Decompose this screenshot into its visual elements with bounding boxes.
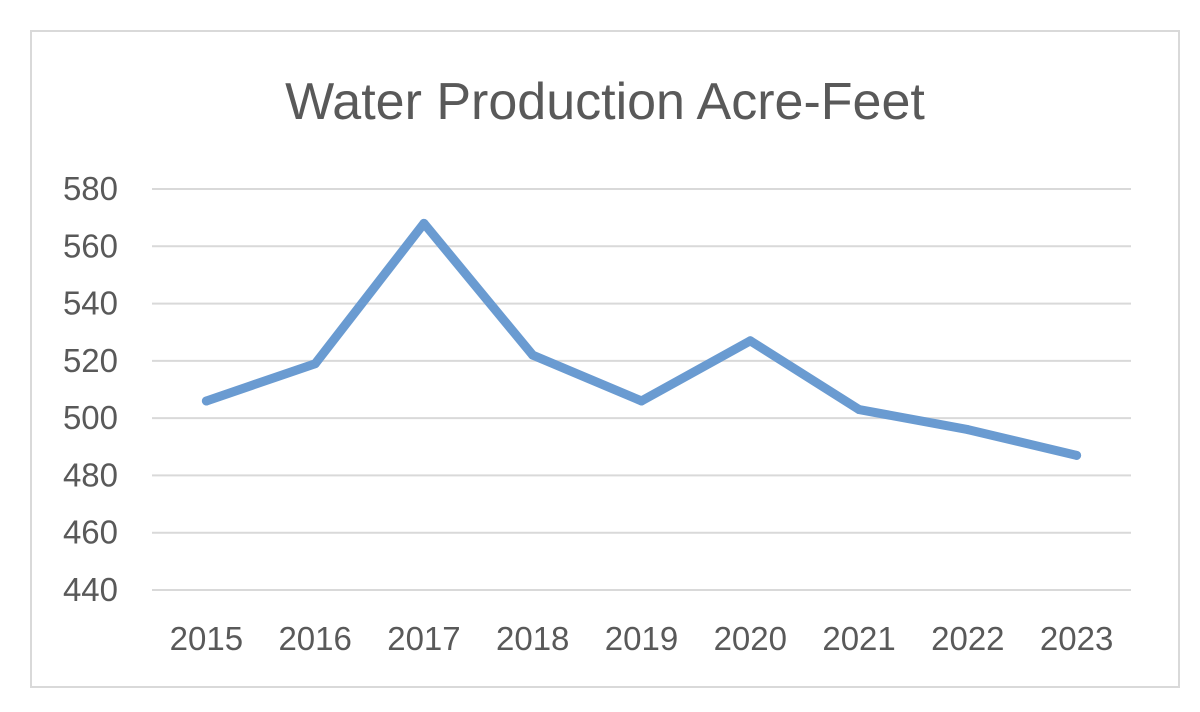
x-tick-label: 2022 [931, 620, 1004, 657]
x-tick-label: 2018 [496, 620, 569, 657]
y-tick-label: 460 [63, 514, 118, 551]
x-tick-label: 2015 [170, 620, 243, 657]
data-point [201, 396, 211, 406]
y-tick-label: 520 [63, 342, 118, 379]
chart-title: Water Production Acre-Feet [285, 73, 925, 131]
y-tick-label: 580 [63, 170, 118, 207]
data-point [637, 396, 646, 406]
data-point [1072, 450, 1082, 460]
series-layer [201, 218, 1082, 460]
x-tick-label: 2017 [387, 620, 460, 657]
y-axis-tick-labels: 440 460 480 500 520 540 560 580 [63, 170, 118, 608]
gridlines [152, 188, 1131, 591]
data-point [310, 359, 320, 369]
x-tick-label: 2019 [605, 620, 678, 657]
series-line [201, 218, 1082, 460]
y-tick-label: 500 [63, 399, 118, 436]
x-tick-label: 2021 [822, 620, 895, 657]
data-point [963, 425, 973, 435]
chart-frame [30, 30, 1180, 688]
data-point [854, 405, 864, 415]
y-tick-label: 480 [63, 456, 118, 493]
y-tick-label: 540 [63, 285, 118, 322]
y-tick-label: 440 [63, 571, 118, 608]
x-axis-tick-labels: 2015 2016 2017 2018 2019 2020 2021 2022 2023 [170, 620, 1114, 657]
data-point [528, 350, 538, 360]
y-tick-label: 560 [63, 227, 118, 264]
data-point [419, 218, 429, 228]
data-point [745, 336, 755, 346]
x-tick-label: 2020 [714, 620, 787, 657]
x-tick-label: 2016 [278, 620, 351, 657]
x-tick-label: 2023 [1040, 620, 1113, 657]
